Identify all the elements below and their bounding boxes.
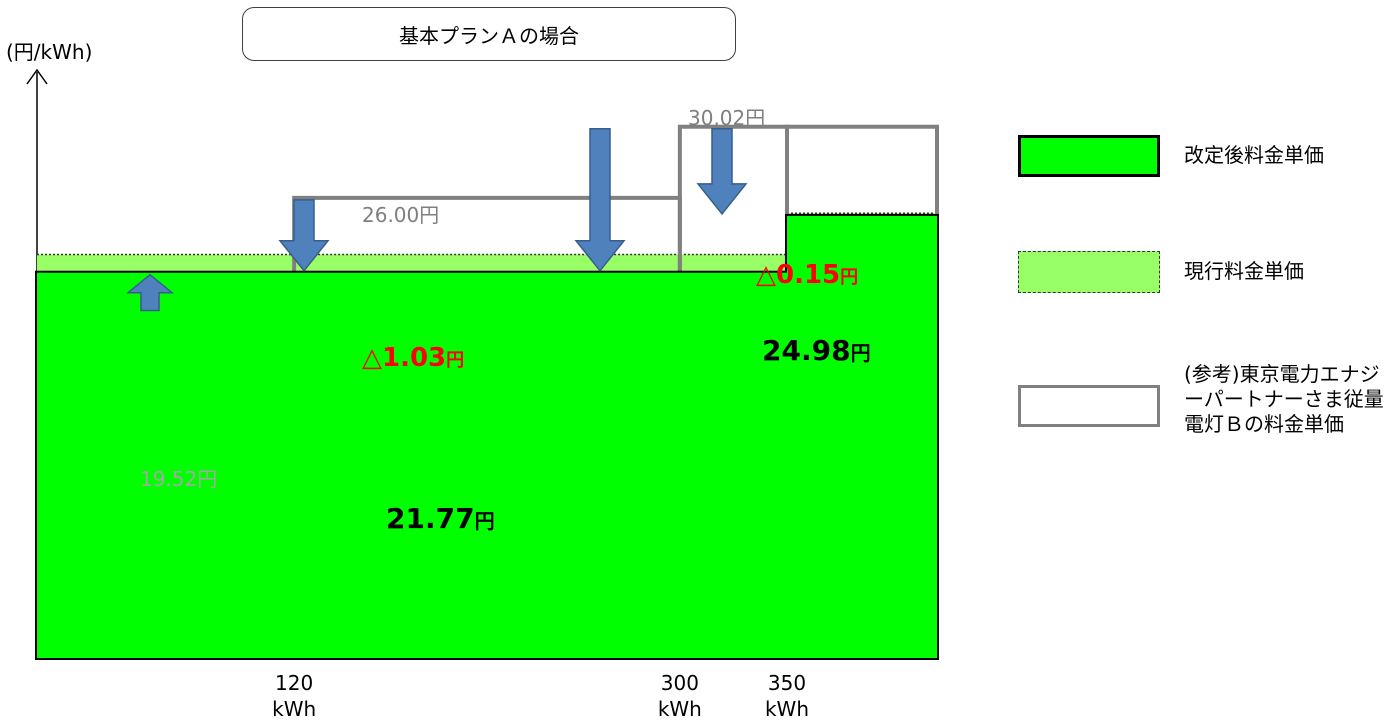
label-ref-26: 26.00円 [362,203,439,227]
chart-title: 基本プランＡの場合 [242,7,736,61]
label-ref-30: 30.02円 [688,106,765,130]
legend-label-current: 現行料金単価 [1184,259,1304,283]
down-arrow-icon-tier2 [278,199,330,272]
x-tick-label-2: 350 kWh [764,671,810,721]
change-arrows [125,127,748,312]
label-new-24: 24.98円 [762,334,871,367]
new-price-layer [37,215,937,658]
legend-swatch-new [1018,135,1160,177]
label-ref-19: 19.52円 [140,467,217,491]
up-arrow-icon-tier1 [125,273,175,312]
y-axis-arrow-icon [26,68,48,85]
x-tick-label-1: 300 kWh [657,671,702,721]
legend-label-new: 改定後料金単価 [1184,143,1324,167]
label-delta-1: △1.03円 [362,343,464,373]
value-labels: 19.52円 26.00円 30.02円 21.77円 24.98円 △1.03円 △0.1… [140,106,871,535]
label-delta-2: △0.15円 [756,260,858,290]
legend-label-reference: (参考)東京電力エナジーパートナーさま従量電灯Ｂの料金単価 [1184,362,1384,436]
legend-swatch-current [1018,251,1160,293]
down-arrow-icon-tier3 [574,127,626,272]
y-axis-unit: (円/kWh) [6,40,93,64]
down-arrow-icon-tier4 [696,127,748,216]
new-bar-1 [787,215,937,658]
x-tick-label-0: 120 kWh [272,671,317,721]
legend-swatch-reference [1018,385,1160,427]
new-bar-0 [37,272,787,658]
label-new-21: 21.77円 [386,502,495,535]
